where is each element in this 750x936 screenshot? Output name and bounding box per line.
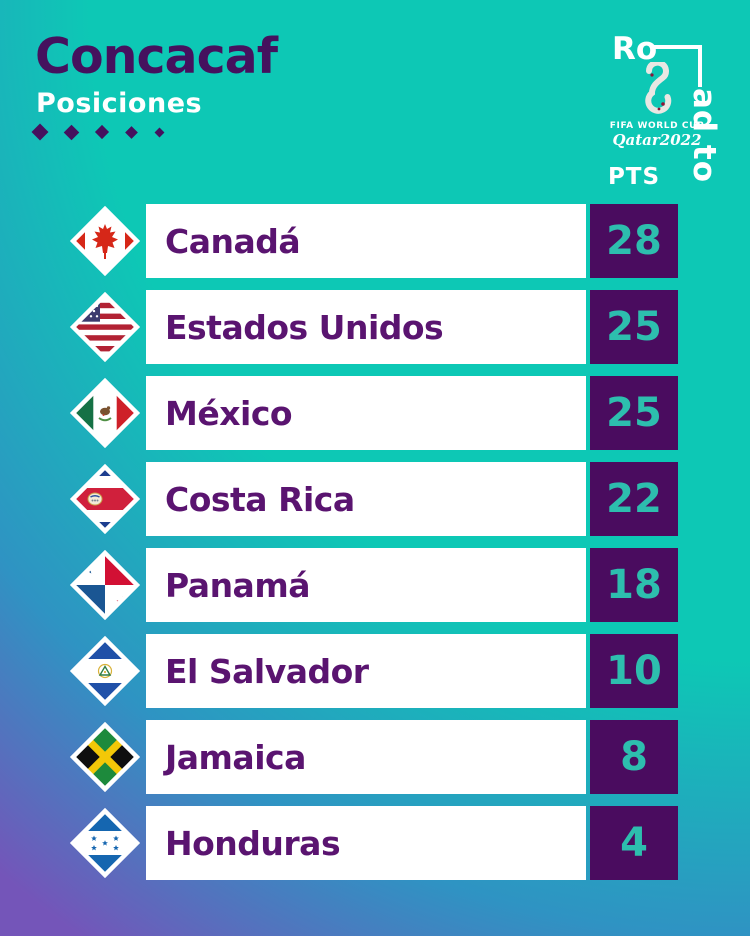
- page-subtitle: Posiciones: [36, 88, 203, 119]
- points-value: 25: [606, 304, 662, 350]
- standings-table: Canadá 28: [70, 204, 678, 880]
- team-name-box: El Salvador: [146, 634, 586, 708]
- flag-el-salvador-icon: [70, 636, 140, 706]
- elbow-line: [653, 45, 702, 87]
- team-name-box: Estados Unidos: [146, 290, 586, 364]
- team-name-box: Jamaica: [146, 720, 586, 794]
- flag-canada-icon: [70, 206, 140, 276]
- flag-usa-icon: [70, 292, 140, 362]
- team-name: México: [165, 393, 293, 433]
- table-row: El Salvador 10: [70, 634, 678, 708]
- team-name-box: Honduras: [146, 806, 586, 880]
- team-name: Costa Rica: [165, 479, 355, 519]
- table-row: Jamaica 8: [70, 720, 678, 794]
- points-value: 4: [620, 820, 648, 866]
- road-text-horizontal: Ro: [612, 31, 658, 67]
- qatar-2022-emblem-icon: [645, 62, 672, 114]
- flag-panama-icon: [70, 550, 140, 620]
- diamond-dot-icon: [31, 123, 49, 141]
- points-value: 25: [606, 390, 662, 436]
- points-box: 28: [590, 204, 678, 278]
- team-name-box: Costa Rica: [146, 462, 586, 536]
- decorative-diamond-dots: [31, 123, 183, 141]
- points-box: 25: [590, 290, 678, 364]
- table-row: Estados Unidos 25: [70, 290, 678, 364]
- flag-mexico-icon: [70, 378, 140, 448]
- team-name: El Salvador: [165, 651, 369, 691]
- points-box: 8: [590, 720, 678, 794]
- qatar-2022-label: Qatar2022: [612, 131, 702, 149]
- team-name: Estados Unidos: [165, 307, 444, 347]
- flag-jamaica-icon: [70, 722, 140, 792]
- points-value: 8: [620, 734, 648, 780]
- diamond-dot-icon: [125, 125, 138, 139]
- team-name: Jamaica: [165, 737, 306, 777]
- points-value: 18: [606, 562, 662, 608]
- team-name: Honduras: [165, 823, 341, 863]
- diamond-dot-icon: [94, 124, 110, 140]
- team-name-box: México: [146, 376, 586, 450]
- points-value: 10: [606, 648, 662, 694]
- table-row: Costa Rica 22: [70, 462, 678, 536]
- road-text-vertical: ad to: [686, 88, 722, 184]
- table-row: México 25: [70, 376, 678, 450]
- points-value: 22: [606, 476, 662, 522]
- points-box: 4: [590, 806, 678, 880]
- points-value: 28: [606, 218, 662, 264]
- team-name-box: Canadá: [146, 204, 586, 278]
- diamond-dot-icon: [154, 127, 165, 137]
- table-row: Honduras 4: [70, 806, 678, 880]
- table-row: Canadá 28: [70, 204, 678, 278]
- points-box: 18: [590, 548, 678, 622]
- flag-costa-rica-icon: [70, 464, 140, 534]
- team-name: Panamá: [165, 565, 310, 605]
- points-box: 25: [590, 376, 678, 450]
- team-name-box: Panamá: [146, 548, 586, 622]
- flag-honduras-icon: [70, 808, 140, 878]
- fifa-world-cup-label: FIFA WORLD CUP: [609, 121, 705, 131]
- diamond-dot-icon: [63, 124, 80, 140]
- table-row: Panamá 18: [70, 548, 678, 622]
- team-name: Canadá: [165, 221, 301, 261]
- pts-column-header: PTS: [607, 164, 661, 190]
- page-title: Concacaf: [35, 28, 278, 85]
- points-box: 10: [590, 634, 678, 708]
- points-box: 22: [590, 462, 678, 536]
